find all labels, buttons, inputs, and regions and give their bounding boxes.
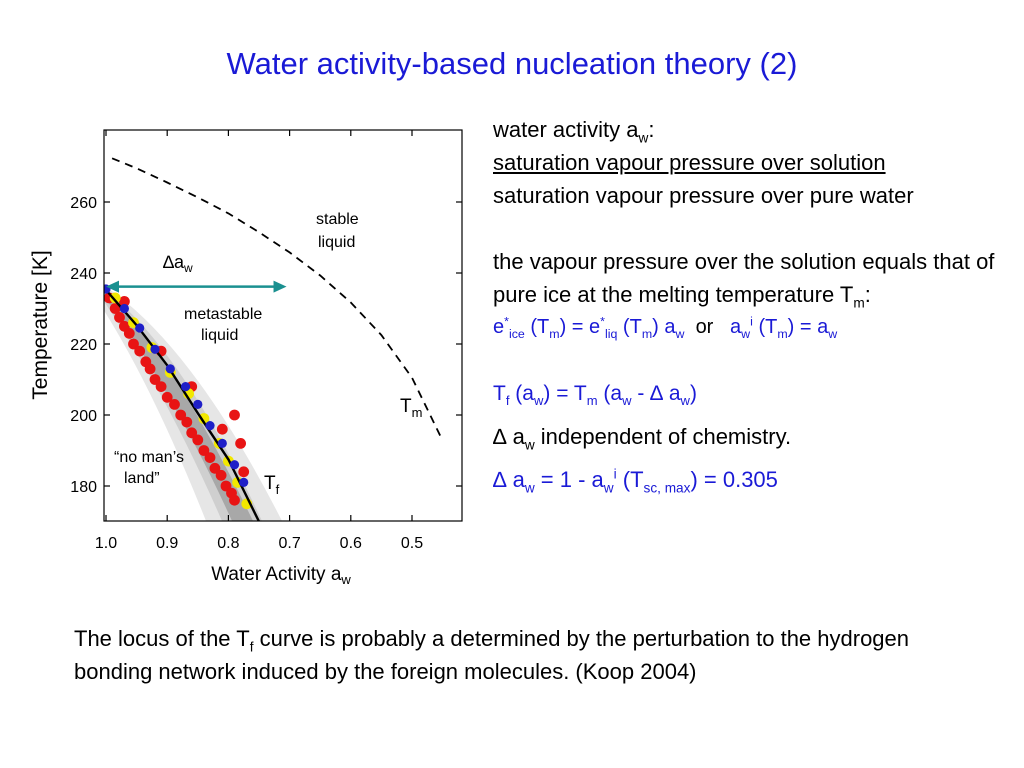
ticks-layer: 1.0 0.9 0.8 0.7 0.6 0.5 180 200 220 240 260: [70, 130, 462, 552]
blue-points-point: [193, 399, 203, 409]
slide-title: Water activity-based nucleation theory (…: [226, 46, 798, 81]
y-tick-label: 240: [70, 266, 97, 283]
delta-aw-arrow: [106, 280, 287, 293]
red-points-point: [119, 296, 130, 307]
x-tick-label: 0.9: [156, 535, 178, 552]
red-points-point: [198, 445, 210, 456]
annotation-metastable: metastable: [184, 306, 262, 323]
red-points-point: [114, 312, 125, 323]
red-points-point: [216, 423, 228, 435]
red-points-point: [161, 391, 173, 403]
chart-svg: 1.0 0.9 0.8 0.7 0.6 0.5 180 200 220 240 260 stable…: [29, 129, 463, 587]
red-points-point: [204, 452, 216, 463]
red-points-point: [229, 409, 240, 421]
blue-points-point: [135, 323, 145, 333]
y-tick-label: 200: [70, 408, 97, 425]
equation-tf: Tf (aw) = Tm (aw - ∆ aw): [493, 382, 697, 409]
red-points-point: [209, 462, 221, 474]
annotation-liquid-metastable: liquid: [201, 327, 238, 344]
aw-definition-heading: water activity aw:: [493, 117, 655, 146]
label-delta-aw: ∆aw: [163, 252, 193, 275]
red-points-point: [175, 409, 187, 421]
series-layer: [104, 157, 444, 521]
arrow-head-right: [273, 280, 287, 293]
x-tick-label: 1.0: [95, 535, 117, 552]
red-points-point: [169, 399, 180, 410]
label-tm: Tm: [400, 396, 422, 420]
blue-points-point: [217, 438, 227, 448]
x-tick-label: 0.8: [217, 535, 239, 552]
series-line-tm: [111, 157, 444, 441]
aw-numerator: saturation vapour pressure over solution: [493, 150, 886, 175]
x-tick-label: 0.6: [340, 535, 362, 552]
blue-points-point: [165, 364, 175, 374]
red-points-point: [123, 328, 135, 339]
y-axis-label: Temperature [K]: [29, 250, 52, 399]
x-tick-label: 0.5: [401, 535, 423, 552]
y-tick-label: 220: [70, 337, 97, 354]
blue-points-point: [181, 382, 191, 392]
phase-diagram-chart: 1.0 0.9 0.8 0.7 0.6 0.5 180 200 220 240 260 stable…: [0, 0, 470, 600]
red-points-point: [181, 416, 193, 428]
x-axis-label: Water Activity aw: [211, 564, 351, 587]
red-points-point: [128, 338, 139, 350]
red-points-point: [229, 494, 240, 506]
x-tick-label: 0.7: [278, 535, 300, 552]
label-tf: Tf: [264, 473, 280, 497]
explanation-text: water activity aw: saturation vapour pre…: [493, 113, 1013, 496]
equation-delta-aw: ∆ aw = 1 - awi (Tsc, max) = 0.305: [493, 466, 778, 496]
plot-frame: [103, 129, 463, 522]
red-points-point: [109, 303, 121, 314]
annotation-no-mans: “no man’s: [114, 449, 184, 466]
blue-points-point: [119, 303, 129, 314]
red-points-point: [192, 434, 204, 446]
blue-points-point: [239, 477, 249, 487]
blue-points-point: [150, 344, 160, 354]
y-tick-label: 180: [70, 479, 97, 496]
blue-points-point: [229, 460, 240, 470]
yellow-points-point: [198, 413, 210, 424]
red-points-point: [235, 438, 247, 449]
red-points-point: [215, 469, 227, 481]
independence-statement: ∆ aw independent of chemistry.: [493, 424, 792, 453]
melting-condition: the vapour pressure over the solution eq…: [493, 249, 995, 311]
annotation-stable: stable: [316, 211, 359, 228]
red-points-point: [186, 427, 198, 439]
red-points-point: [149, 374, 161, 385]
annotation-liquid-stable: liquid: [318, 234, 355, 251]
annotation-land: land”: [124, 470, 160, 487]
equation-vapour-pressure: e*ice (Tm) = e*liq (Tm) aw or awi (Tm) =…: [493, 314, 838, 341]
red-points-point: [238, 466, 250, 478]
blue-points-point: [205, 421, 215, 431]
arrow-head-left: [106, 280, 119, 293]
bottom-note: The locus of the Tf curve is probably a …: [74, 626, 910, 684]
aw-denominator: saturation vapour pressure over pure wat…: [493, 183, 914, 208]
red-points-point: [144, 363, 156, 375]
red-points-point: [134, 345, 146, 357]
red-points-point: [155, 381, 167, 392]
y-tick-label: 260: [70, 195, 97, 212]
yellow-points-point: [109, 292, 121, 304]
